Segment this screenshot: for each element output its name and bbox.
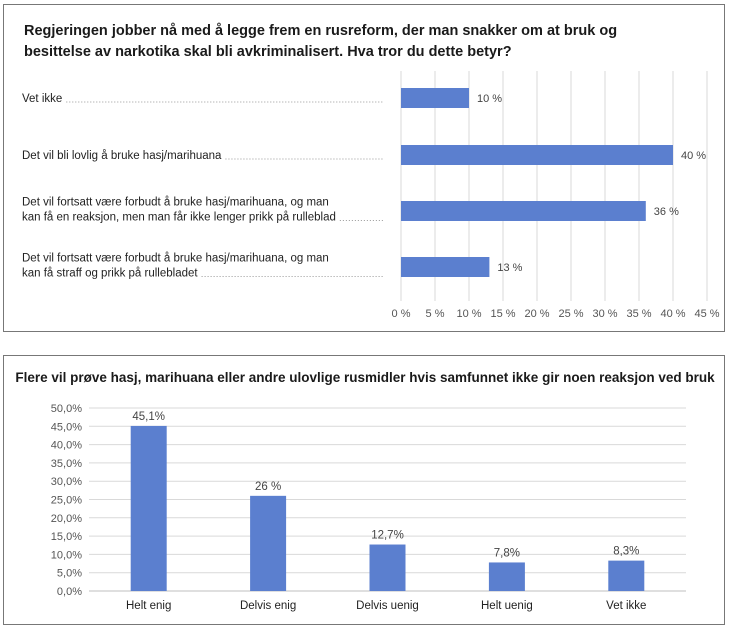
bar	[250, 495, 287, 591]
data-label: 45,1%	[132, 411, 165, 423]
category-label: Vet ikke	[606, 600, 646, 612]
x-tick-label: 15 %	[490, 308, 515, 320]
data-label: 8,3%	[613, 546, 639, 558]
x-tick-label: 20 %	[524, 308, 549, 320]
y-tick-label: 30,0%	[51, 476, 82, 488]
y-tick-label: 5,0%	[57, 568, 82, 580]
chart-2-plot: 0,0% 5,0% 10,0% 15,0% 20,0% 25,0% 30,0% 35,0% 40…	[51, 403, 686, 612]
chart-1-plot: 0 % 5 % 10 % 15 % 20 % 25 % 30 % 35 % 40 % 45 % 10…	[22, 71, 720, 320]
x-tick-label: 35 %	[626, 308, 651, 320]
x-tick-label: 5 %	[426, 308, 445, 320]
x-tick-label: 40 %	[660, 308, 685, 320]
data-label: 26 %	[255, 481, 281, 493]
x-tick-label: 30 %	[592, 308, 617, 320]
x-tick-label: 0 %	[392, 308, 411, 320]
y-tick-label: 25,0%	[51, 495, 82, 507]
y-tick-label: 45,0%	[51, 421, 82, 433]
y-tick-label: 20,0%	[51, 513, 82, 525]
category-label: Delvis enig	[240, 600, 296, 612]
data-label: 36 %	[654, 206, 679, 218]
bar	[401, 201, 646, 221]
category-label: Det vil bli lovlig å bruke hasj/marihuan…	[22, 150, 222, 162]
x-tick-label: 45 %	[694, 308, 719, 320]
bar	[130, 425, 167, 591]
bar	[488, 562, 525, 591]
bar	[401, 145, 673, 165]
x-tick-label: 25 %	[558, 308, 583, 320]
bar	[369, 544, 406, 591]
bar	[608, 560, 645, 591]
chart-panel-2: Flere vil prøve hasj, marihuana eller an…	[3, 355, 725, 625]
bar	[401, 257, 490, 277]
category-label: Det vil fortsatt være forbudt å bruke ha…	[22, 253, 329, 265]
y-tick-label: 15,0%	[51, 531, 82, 543]
category-label: kan få straff og prikk på rullebladet	[22, 268, 198, 280]
bar	[401, 88, 469, 108]
data-label: 7,8%	[494, 547, 520, 559]
y-tick-label: 50,0%	[51, 403, 82, 415]
y-tick-label: 35,0%	[51, 458, 82, 470]
category-label: Helt uenig	[481, 600, 533, 612]
y-tick-label: 40,0%	[51, 440, 82, 452]
chart-panel-1: Regjeringen jobber nå med å legge frem e…	[3, 4, 725, 332]
category-label: Delvis uenig	[356, 600, 419, 612]
data-label: 10 %	[477, 93, 502, 105]
x-tick-label: 10 %	[456, 308, 481, 320]
chart-2-title: Flere vil prøve hasj, marihuana eller an…	[15, 370, 715, 385]
y-tick-label: 0,0%	[57, 586, 82, 598]
category-label: Det vil fortsatt være forbudt å bruke ha…	[22, 197, 329, 209]
data-label: 40 %	[681, 150, 706, 162]
data-label: 13 %	[497, 262, 522, 274]
y-tick-label: 10,0%	[51, 549, 82, 561]
chart-1-title: Regjeringen jobber nå med å legge frem e…	[24, 23, 618, 60]
category-label: Helt enig	[126, 600, 171, 612]
data-label: 12,7%	[371, 530, 404, 542]
category-label: Vet ikke	[22, 93, 62, 105]
category-label: kan få en reaksjon, men man får ikke len…	[22, 212, 336, 224]
